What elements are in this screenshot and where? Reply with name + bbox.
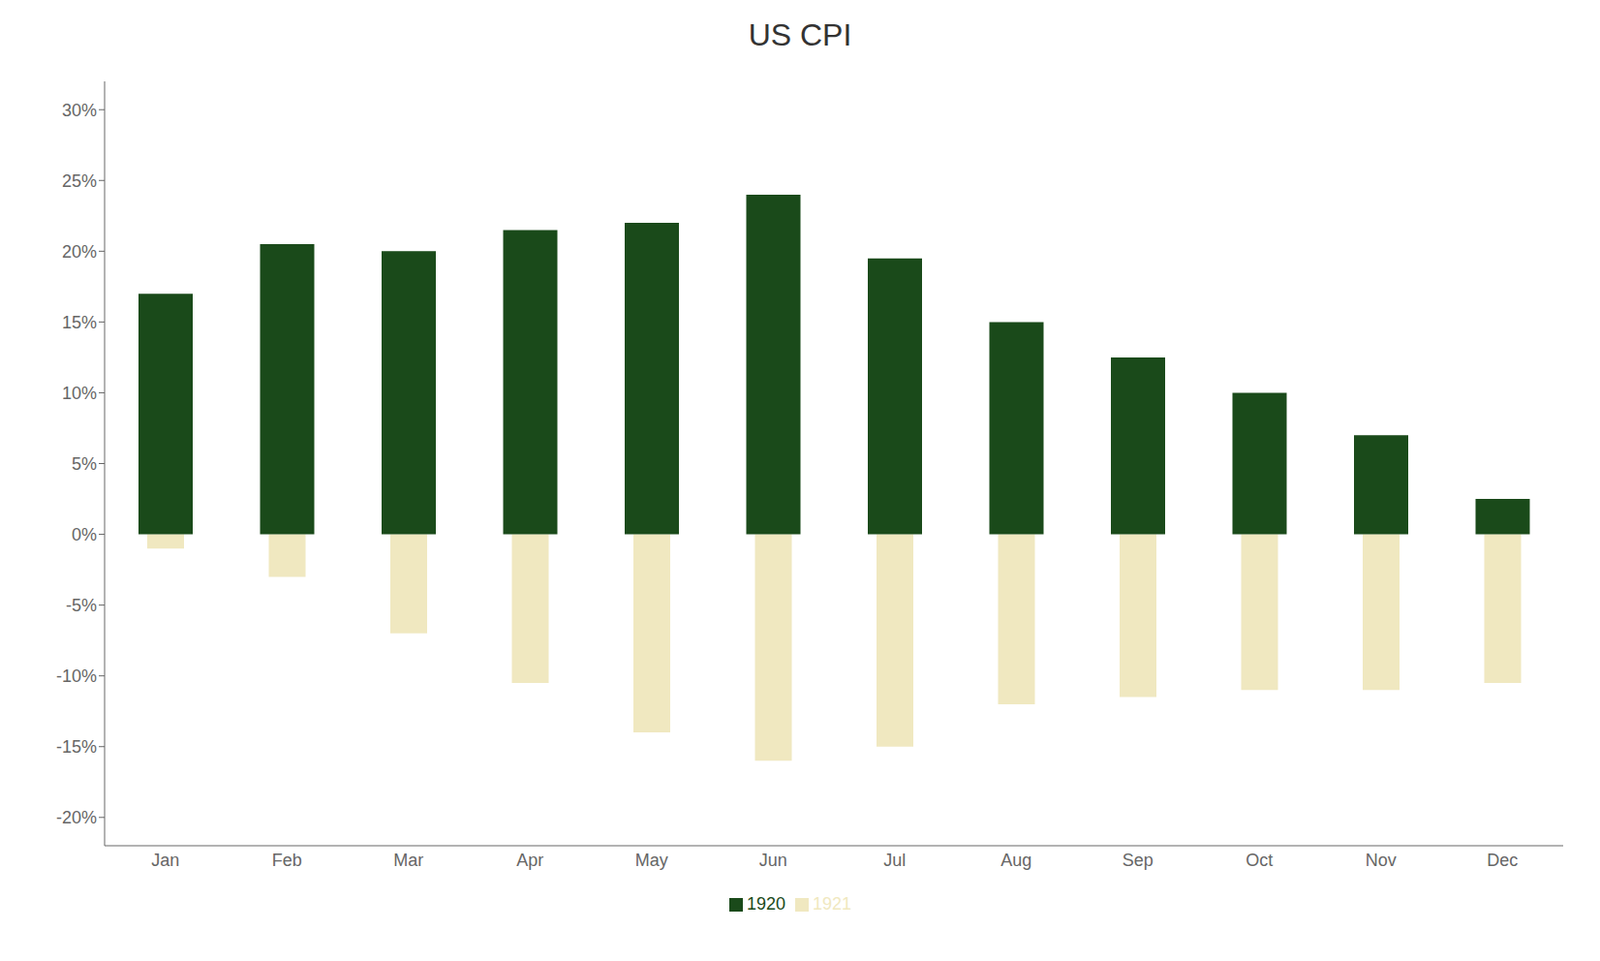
svg-text:0%: 0% bbox=[71, 524, 97, 545]
html-text:US CPI: US CPI bbox=[748, 17, 852, 53]
svg-text:Feb: Feb bbox=[272, 850, 303, 870]
svg-text:30%: 30% bbox=[61, 100, 97, 121]
svg-text:-5%: -5% bbox=[65, 595, 97, 616]
svg-text:Oct: Oct bbox=[1245, 850, 1273, 870]
svg-text:Nov: Nov bbox=[1365, 850, 1397, 870]
svg-text:-15%: -15% bbox=[56, 737, 97, 757]
svg-text:Jan: Jan bbox=[151, 850, 180, 870]
svg-text:Aug: Aug bbox=[1000, 850, 1032, 870]
svg-text:-10%: -10% bbox=[56, 666, 97, 686]
html-text:1921: 1921 bbox=[812, 893, 852, 914]
svg-text:May: May bbox=[635, 850, 669, 870]
svg-text:Mar: Mar bbox=[393, 850, 424, 870]
svg-text:Jun: Jun bbox=[759, 850, 788, 870]
html-text:1920: 1920 bbox=[746, 893, 786, 914]
svg-text:25%: 25% bbox=[61, 171, 97, 191]
svg-text:20%: 20% bbox=[61, 242, 97, 262]
svg-text:10%: 10% bbox=[61, 383, 97, 403]
svg-text:Jul: Jul bbox=[883, 850, 906, 870]
svg-text:-20%: -20% bbox=[56, 807, 97, 828]
svg-text:Apr: Apr bbox=[516, 850, 544, 870]
svg-text:Dec: Dec bbox=[1486, 850, 1518, 870]
svg-text:15%: 15% bbox=[61, 312, 97, 333]
svg-text:5%: 5% bbox=[71, 454, 97, 474]
svg-text:Sep: Sep bbox=[1122, 850, 1154, 870]
